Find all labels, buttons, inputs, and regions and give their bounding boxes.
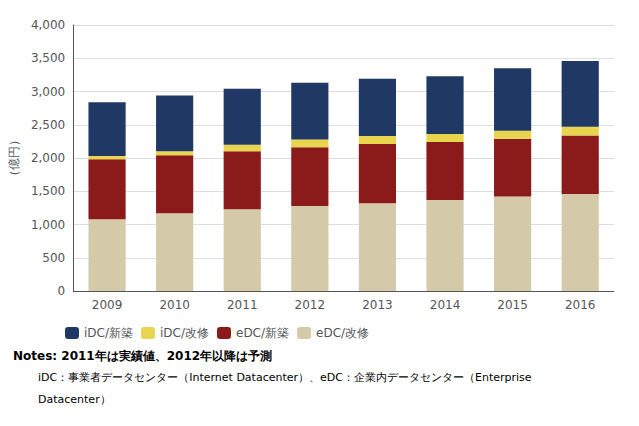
svg-text:2012: 2012: [295, 298, 326, 312]
svg-text:1,000: 1,000: [31, 218, 65, 232]
svg-text:3,000: 3,000: [31, 85, 65, 99]
svg-text:（億円）: （億円）: [7, 134, 21, 182]
svg-text:Datacenter）: Datacenter）: [38, 393, 111, 406]
svg-text:iDC/改修: iDC/改修: [160, 326, 209, 340]
svg-text:0: 0: [58, 284, 66, 298]
svg-text:iDC：事業者データセンター（Internet Datace: iDC：事業者データセンター（Internet Datacenter）、eDC：…: [38, 371, 532, 384]
svg-text:2015: 2015: [497, 298, 528, 312]
svg-text:2016: 2016: [565, 298, 596, 312]
svg-text:2013: 2013: [362, 298, 393, 312]
svg-text:2011: 2011: [227, 298, 258, 312]
svg-text:2014: 2014: [430, 298, 461, 312]
svg-text:1,500: 1,500: [31, 184, 65, 198]
svg-text:4,000: 4,000: [31, 18, 65, 32]
svg-text:2010: 2010: [159, 298, 190, 312]
svg-text:Notes: 2011年は実績値、2012年以降は予測: Notes: 2011年は実績値、2012年以降は予測: [13, 349, 272, 363]
svg-text:iDC/新築: iDC/新築: [84, 326, 133, 340]
svg-text:3,500: 3,500: [31, 51, 65, 65]
svg-text:2,000: 2,000: [31, 151, 65, 165]
svg-text:eDC/改修: eDC/改修: [316, 326, 369, 340]
svg-text:eDC/新築: eDC/新築: [236, 326, 289, 340]
svg-text:500: 500: [42, 251, 65, 265]
svg-text:2,500: 2,500: [31, 118, 65, 132]
svg-text:2009: 2009: [92, 298, 123, 312]
